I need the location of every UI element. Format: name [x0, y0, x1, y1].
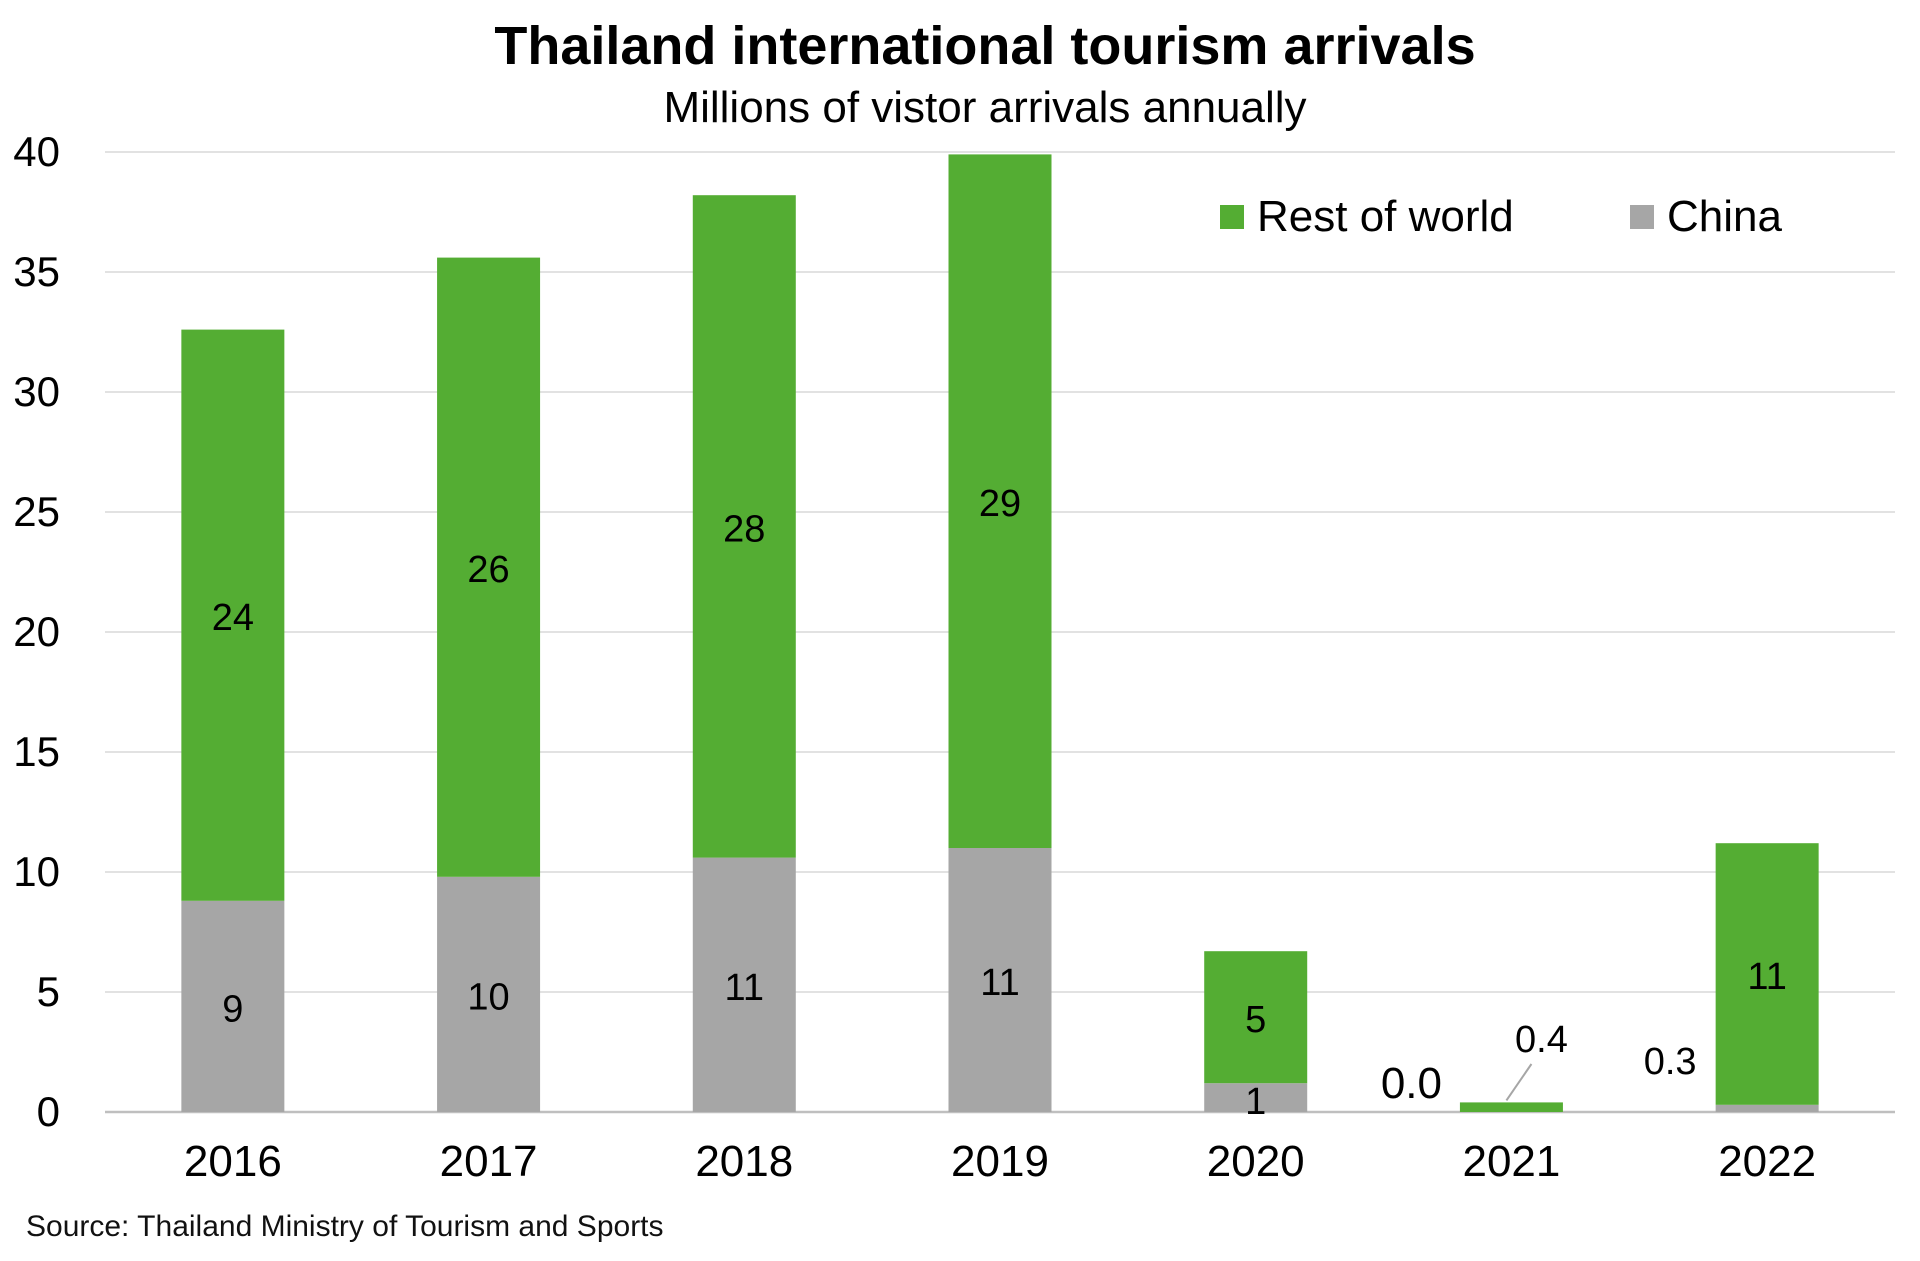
bar-rest-of-world-2022	[1715, 843, 1819, 1105]
x-tick-label-2020: 2020	[1207, 1137, 1305, 1186]
leader-line-2021	[1505, 1063, 1533, 1101]
x-tick-label-2018: 2018	[695, 1137, 793, 1186]
y-axis: 0 5 10 15 20 25 30 35 40	[13, 128, 60, 1135]
legend-swatch-china	[1630, 205, 1654, 229]
x-tick-label-2017: 2017	[440, 1137, 538, 1186]
y-tick-label: 5	[37, 968, 60, 1015]
x-tick-label-2022: 2022	[1718, 1137, 1816, 1186]
bar-china-2022	[1715, 1104, 1819, 1112]
data-label-rest-of-world-2018: 28	[723, 508, 765, 550]
data-label-rest-of-world-2019: 29	[979, 483, 1021, 525]
y-tick-label: 35	[13, 248, 60, 295]
x-axis: 2016 2017 2018 2019 2020 2021 2022	[184, 1137, 1816, 1186]
data-label-china-2019: 11	[980, 962, 1019, 1004]
x-tick-label-2019: 2019	[951, 1137, 1049, 1186]
bar-rest-of-world-2016	[181, 329, 285, 901]
data-label-rest-of-world-2017: 26	[467, 549, 509, 591]
legend-swatch-rest-of-world	[1220, 205, 1244, 229]
data-label-china-2022: 0.3	[1644, 1041, 1697, 1083]
chart-title: Thailand international tourism arrivals	[494, 16, 1475, 76]
x-tick-label-2021: 2021	[1462, 1137, 1560, 1186]
data-labels: 9 24 10 26 11 28 11 29 1 5 0.0 0.4 0.3 11	[212, 483, 1787, 1123]
data-label-china-2020: 1	[1245, 1081, 1266, 1123]
data-label-china-2017: 10	[467, 976, 509, 1018]
bar-rest-of-world-2019	[948, 154, 1052, 848]
bar-china-2016	[181, 900, 285, 1112]
legend-label-china: China	[1667, 192, 1782, 241]
data-label-rest-of-world-2020: 5	[1245, 999, 1266, 1041]
bar-rest-of-world-2020	[1204, 951, 1308, 1084]
y-tick-label: 25	[13, 488, 60, 535]
bar-china-2017	[437, 876, 541, 1112]
bar-rest-of-world-2018	[692, 195, 796, 858]
data-label-china-2021: 0.0	[1381, 1059, 1442, 1108]
y-tick-label: 15	[13, 728, 60, 775]
data-label-china-2016: 9	[222, 988, 243, 1030]
y-tick-label: 30	[13, 368, 60, 415]
chart-subtitle: Millions of vistor arrivals annually	[663, 83, 1306, 132]
bar-rest-of-world-2021	[1459, 1102, 1563, 1112]
y-tick-label: 40	[13, 128, 60, 175]
source-note: Source: Thailand Ministry of Tourism and…	[26, 1210, 664, 1243]
data-label-rest-of-world-2016: 24	[212, 597, 254, 639]
bar-china-2018	[692, 857, 796, 1112]
data-label-china-2018: 11	[725, 967, 764, 1009]
bar-china-2020	[1204, 1083, 1308, 1112]
legend: Rest of world China	[1220, 192, 1782, 241]
bar-rest-of-world-2017	[437, 257, 541, 877]
data-label-rest-of-world-2021: 0.4	[1515, 1019, 1568, 1061]
y-tick-label: 0	[37, 1088, 60, 1135]
y-tick-label: 20	[13, 608, 60, 655]
data-label-rest-of-world-2022: 11	[1747, 956, 1786, 998]
x-tick-label-2016: 2016	[184, 1137, 282, 1186]
legend-label-rest-of-world: Rest of world	[1257, 192, 1514, 241]
y-tick-label: 10	[13, 848, 60, 895]
bar-china-2019	[948, 848, 1052, 1112]
bars	[181, 154, 1819, 1112]
